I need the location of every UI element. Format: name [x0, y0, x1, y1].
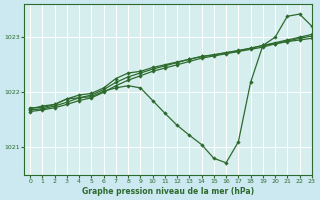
X-axis label: Graphe pression niveau de la mer (hPa): Graphe pression niveau de la mer (hPa) — [82, 187, 254, 196]
